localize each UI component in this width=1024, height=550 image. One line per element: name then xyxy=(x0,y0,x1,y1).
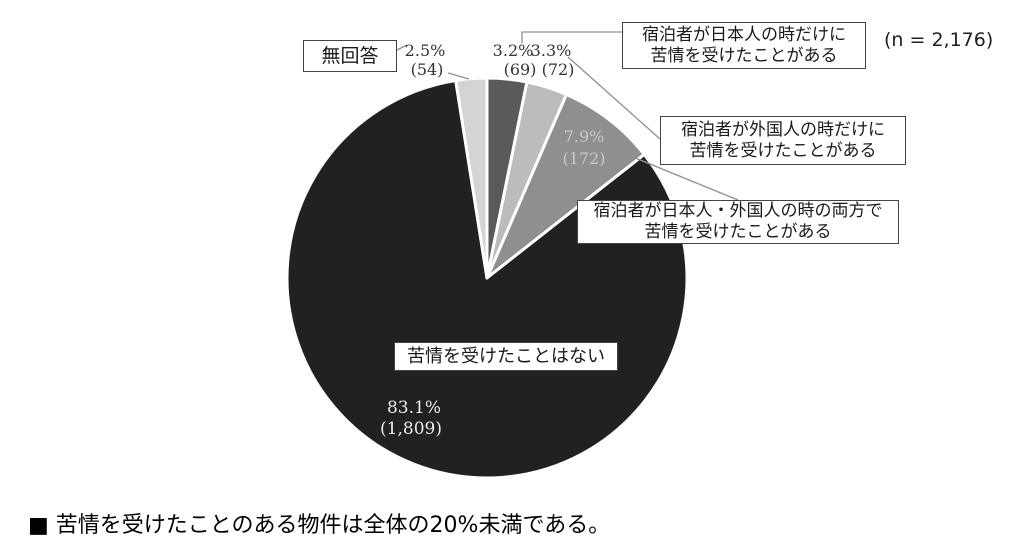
count-label-both: (172) xyxy=(562,149,606,168)
leader-line-no-answer-slice xyxy=(447,72,470,80)
leader-line-japanese-only xyxy=(521,31,625,43)
callout-box-foreigner-only: 宿泊者が外国人の時だけに 苦情を受けたことがある xyxy=(660,116,906,165)
pct-label-both: 7.9% xyxy=(563,127,605,146)
callout-foreigner-only-line2: 苦情を受けたことがある xyxy=(689,140,877,161)
leader-line-no-answer-label xyxy=(396,44,408,51)
callout-box-japanese-only: 宿泊者が日本人の時だけに 苦情を受けたことがある xyxy=(622,22,866,69)
count-label-no-answer: (54) xyxy=(410,60,444,79)
leader-line-both xyxy=(605,145,739,201)
callout-none-label: 苦情を受けたことはない xyxy=(407,346,605,367)
count-label-none: (1,809) xyxy=(380,419,442,439)
callout-no-answer-label: 無回答 xyxy=(321,45,379,67)
callout-box-none: 苦情を受けたことはない xyxy=(394,342,618,371)
callout-box-no-answer: 無回答 xyxy=(303,40,397,72)
pie-slice-no-answer xyxy=(454,76,489,280)
count-label-japanese-only: (69) xyxy=(503,60,537,79)
pct-label-japanese-only: 3.2% xyxy=(492,41,534,60)
callout-foreigner-only-line1: 宿泊者が外国人の時だけに xyxy=(681,119,885,140)
sample-size-label: (n = 2,176) xyxy=(884,29,994,51)
callout-box-both: 宿泊者が日本人・外国人の時の両方で 苦情を受けたことがある xyxy=(577,200,899,244)
summary-bullet-text: ■ 苦情を受けたことのある物件は全体の20%未満である。 xyxy=(28,513,611,538)
callout-japanese-only-line2: 苦情を受けたことがある xyxy=(650,45,838,66)
callout-both-line1: 宿泊者が日本人・外国人の時の両方で xyxy=(593,201,883,221)
pie-slice-both xyxy=(485,92,646,280)
pie-slices-group xyxy=(285,76,689,480)
pct-label-foreigner-only: 3.3% xyxy=(530,41,572,60)
pct-label-none: 83.1% xyxy=(386,398,442,418)
count-label-foreigner-only: (72) xyxy=(541,60,575,79)
pct-label-no-answer: 2.5% xyxy=(404,41,446,60)
callout-both-line2: 苦情を受けたことがある xyxy=(644,222,832,242)
callout-japanese-only-line1: 宿泊者が日本人の時だけに xyxy=(642,24,846,45)
leader-line-foreigner-only xyxy=(567,56,661,140)
